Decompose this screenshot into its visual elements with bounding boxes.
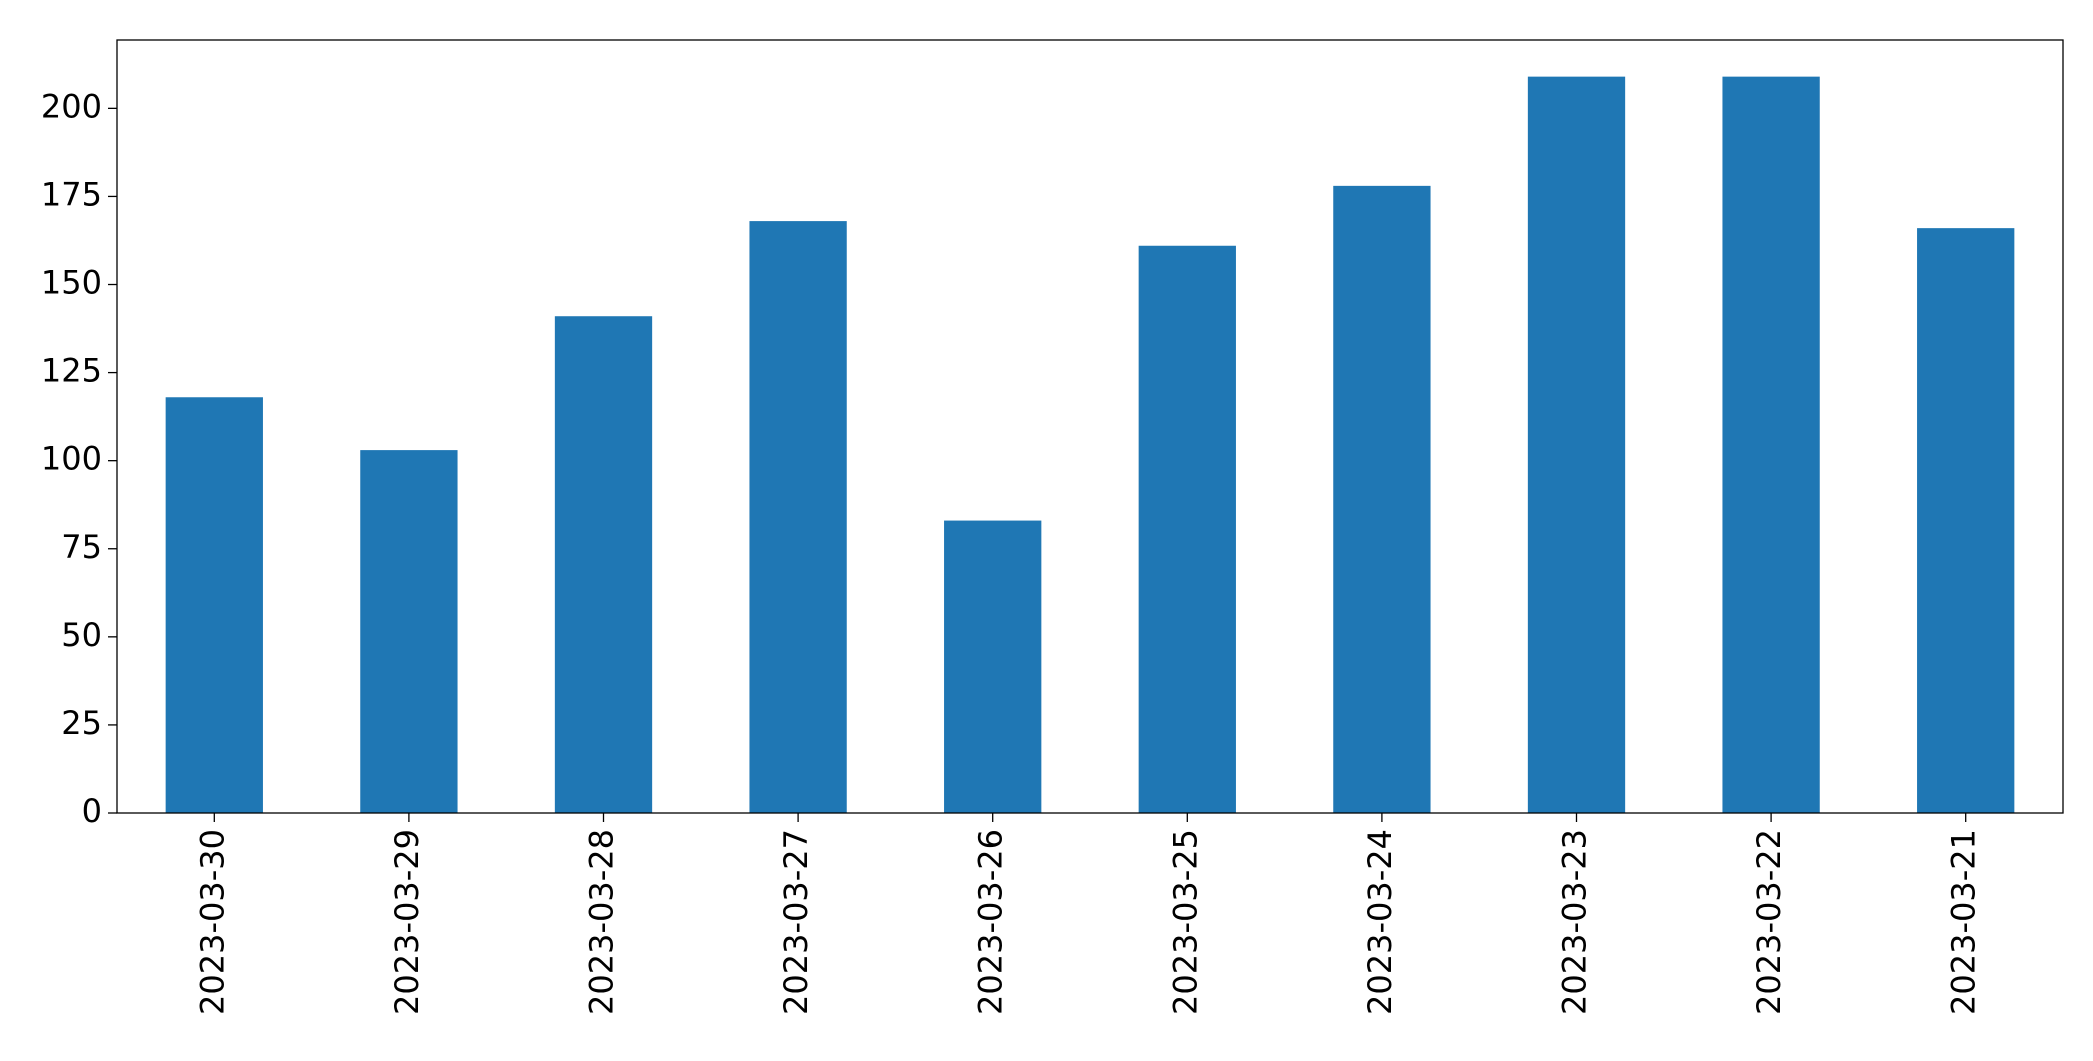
x-tick-label: 2023-03-26 <box>972 829 1010 1015</box>
bar <box>1917 228 2015 813</box>
bar <box>1138 245 1236 814</box>
x-tick-label: 2023-03-25 <box>1166 829 1204 1015</box>
bar <box>360 450 458 813</box>
bar <box>749 221 847 814</box>
x-tick-label: 2023-03-28 <box>583 829 621 1015</box>
bar <box>944 520 1042 813</box>
bar <box>554 316 653 813</box>
bar <box>1333 185 1431 813</box>
y-tick-label: 150 <box>41 264 102 302</box>
y-tick-label: 200 <box>41 87 102 125</box>
bar <box>165 397 263 813</box>
x-tick-label: 2023-03-30 <box>193 829 231 1015</box>
bar <box>1722 76 1820 814</box>
x-tick-label: 2023-03-24 <box>1361 829 1399 1015</box>
x-tick-label: 2023-03-23 <box>1556 829 1594 1015</box>
y-tick-label: 175 <box>41 175 102 213</box>
y-tick-label: 75 <box>61 528 102 566</box>
y-tick-label: 100 <box>41 440 102 478</box>
bar <box>1527 76 1626 814</box>
y-tick-label: 125 <box>41 352 102 390</box>
y-tick-label: 50 <box>61 616 102 654</box>
plot-frame <box>116 39 2064 814</box>
y-tick-label: 25 <box>61 704 102 742</box>
y-tick-label: 0 <box>82 792 102 830</box>
x-tick-label: 2023-03-27 <box>777 829 815 1015</box>
x-tick-label: 2023-03-22 <box>1750 829 1788 1015</box>
x-tick-label: 2023-03-29 <box>388 829 426 1015</box>
x-tick-label: 2023-03-21 <box>1945 829 1983 1015</box>
